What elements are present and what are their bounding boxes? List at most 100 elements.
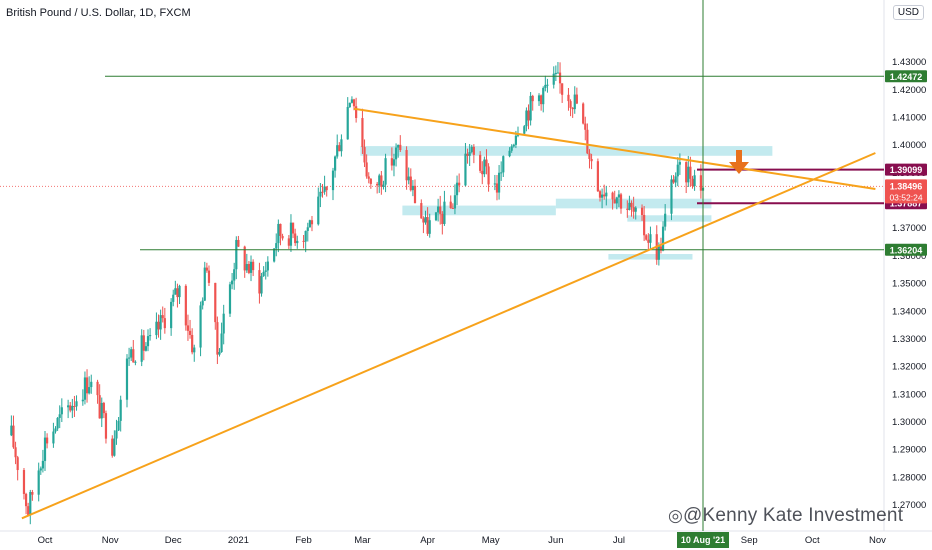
support-resistance-zone [627,215,712,222]
candle-body [405,150,408,181]
candle-body [161,315,164,319]
y-tick-label: 1.41000 [892,113,926,124]
x-tick-label: Mar [354,535,370,546]
candle-body [304,230,307,242]
candle-body [479,154,482,171]
candle-body [439,206,442,214]
candle-body [163,318,166,329]
candle-body [308,220,311,228]
candle-body [390,158,393,166]
candle-body [310,220,314,225]
candle-body [291,222,295,234]
candle-body [113,438,116,456]
candle-body [96,381,99,396]
candle-body [266,261,269,271]
currency-button[interactable]: USD [892,5,924,20]
x-tick-label: Oct [805,535,820,546]
candle-body [323,186,326,192]
candle-body [510,146,513,151]
candle-body [422,218,425,223]
candle-body [472,146,475,155]
candle-body [556,72,560,74]
candle-body [14,447,17,458]
candle-body [340,139,343,152]
candle-body [90,381,93,388]
candle-body [54,428,57,432]
candle-body [317,196,320,225]
level-price-label: 1.39099 [890,165,923,175]
candle-body [174,288,177,295]
tradingview-icon: ◎ [668,506,684,525]
x-tick-label: Oct [38,535,53,546]
x-tick-label: Jul [613,535,625,546]
candle-body [361,118,364,148]
candle-body [60,407,63,415]
x-tick-label: Nov [102,535,119,546]
candle-body [201,300,204,306]
y-tick-label: 1.37000 [892,223,926,234]
candle-body [661,226,665,251]
chart-title: British Pound / U.S. Dollar, 1D, FXCM [6,7,191,19]
candle-body [252,261,255,271]
candle-body [245,264,248,271]
candle-body [649,234,652,243]
candle-body [512,144,515,147]
candle-body [693,175,696,187]
candle-body [502,156,505,173]
candle-body [73,405,76,407]
candle-body [85,377,89,394]
candle-body [170,301,173,329]
candle-body [27,506,30,515]
candle-body [296,240,299,244]
down-arrow-icon [729,150,749,174]
candle-body [193,347,196,353]
candle-body [346,106,349,140]
candle-body [176,288,179,298]
candle-body [319,191,322,197]
candle-body [483,159,486,175]
candle-body [325,186,328,191]
candle-body [228,284,232,314]
candle-body [159,315,162,330]
candle-body [598,191,602,198]
candle-body [630,202,633,207]
candle-body [632,206,635,212]
candle-body [645,235,648,240]
candle-body [363,147,366,163]
candle-body [380,175,383,187]
candle-body [350,99,354,103]
candle-body [586,129,589,154]
candle-body [289,222,293,246]
x-tick-label: Nov [869,535,886,546]
candle-body [657,246,660,260]
candle-body [41,460,44,469]
current-price-label: 1.38496 [890,181,923,191]
candle-body [281,235,284,239]
y-tick-label: 1.43000 [892,57,926,68]
candle-body [458,182,461,186]
candle-body [588,153,591,159]
candle-body [546,84,549,86]
candle-body [260,276,263,294]
current-price-tag [885,179,927,204]
candle-body [277,223,280,244]
candle-body [43,437,47,461]
candle-body [392,159,396,166]
watermark: ◎@Kenny Kate Investment [668,505,903,527]
candle-body [216,322,219,355]
candle-body [544,84,547,88]
candle-body [634,207,637,212]
candle-body [659,246,663,251]
candle-body [69,405,72,411]
candle-body [10,425,13,436]
candle-body [22,470,26,494]
y-tick-label: 1.34000 [892,306,926,317]
candle-body [140,335,143,362]
candle-body [487,166,490,185]
candle-body [493,183,496,185]
x-tick-label: Dec [165,535,182,546]
y-tick-label: 1.30000 [892,417,926,428]
candle-body [111,438,114,456]
candle-body [134,361,137,363]
